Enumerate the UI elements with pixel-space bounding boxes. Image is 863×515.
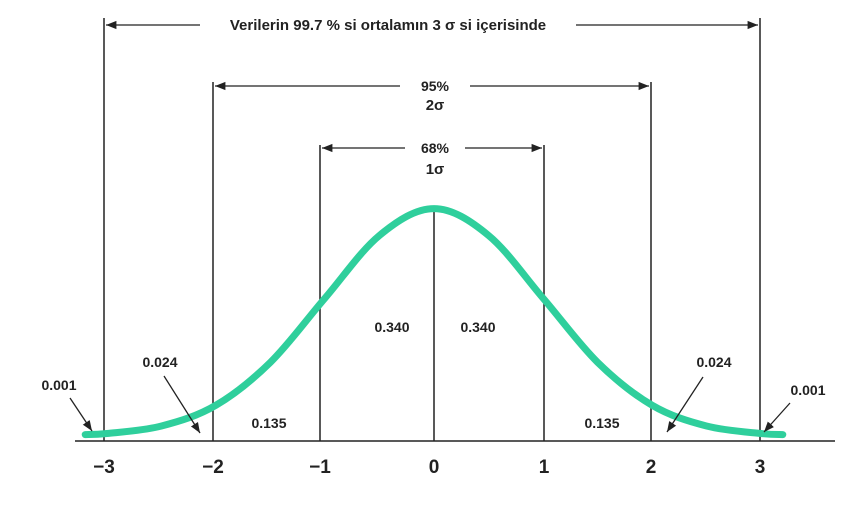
tick-label: 1 [539,457,550,478]
area-label-left-center: 0.340 [374,319,409,335]
span-two-sigma: 95% 2σ [215,78,649,114]
area-label-left-tail: 0.024 [142,354,177,370]
tick-label: −2 [202,457,224,478]
area-label-left-far: 0.001 [41,377,76,393]
tick-label: −1 [309,457,331,478]
normal-curve [81,205,787,439]
area-label-right-tail: 0.024 [696,354,731,370]
span-one-sigma-label: 1σ [426,161,445,178]
area-labels: 0.340 0.340 0.135 0.135 0.024 0.024 0.00… [41,319,825,431]
area-label-right-far: 0.001 [790,382,825,398]
tick-labels: −3 −2 −1 0 1 2 3 [93,457,765,478]
right-far-pointer [763,402,791,433]
tick-label: 2 [646,457,657,478]
span-two-sigma-percent: 95% [421,78,450,94]
sigma-lines [103,18,761,441]
right-tail-pointer [666,376,704,433]
span-two-sigma-label: 2σ [426,97,445,114]
left-far-pointer [69,397,93,432]
left-tail-pointer [163,375,201,434]
span-three-sigma: Verilerin 99.7 % si ortalamın 3 σ si içe… [106,17,758,34]
span-one-sigma: 68% 1σ [322,140,542,178]
tick-label: 3 [755,457,766,478]
span-one-sigma-percent: 68% [421,140,450,156]
tick-label: −3 [93,457,115,478]
tick-label: 0 [429,457,440,478]
area-label-right-center: 0.340 [460,319,495,335]
span-three-sigma-label: Verilerin 99.7 % si ortalamın 3 σ si içe… [230,17,546,34]
tail-pointers [69,375,791,434]
area-label-left-mid: 0.135 [251,415,286,431]
area-label-right-mid: 0.135 [584,415,619,431]
